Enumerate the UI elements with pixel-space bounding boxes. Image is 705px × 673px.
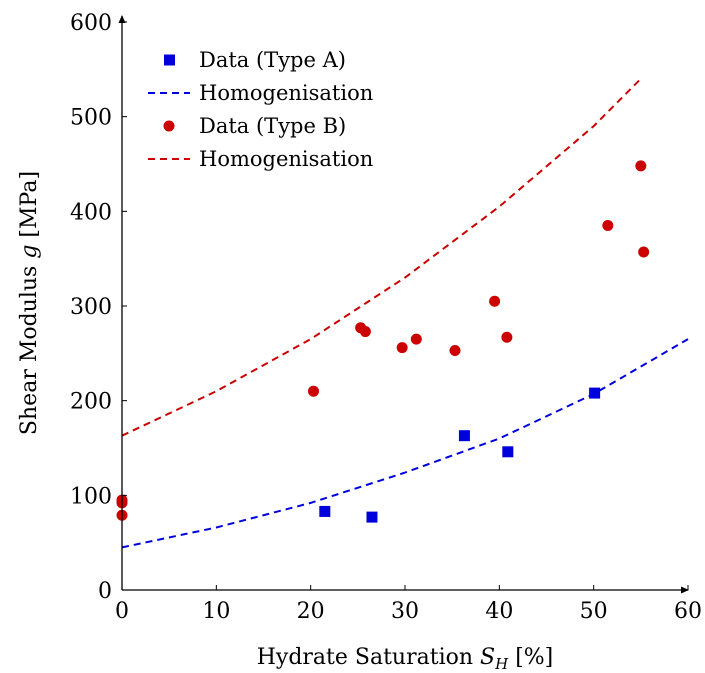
y-tick-label: 400 — [70, 200, 112, 225]
plot-area — [116, 78, 689, 549]
data-point-circle — [396, 342, 408, 354]
data-point-circle — [501, 331, 513, 343]
data-point-square — [458, 430, 470, 442]
x-tick-label: 30 — [391, 599, 419, 624]
y-tick-label: 100 — [70, 484, 112, 509]
x-tick-label: 10 — [202, 599, 230, 624]
y-axis-title: Shear Modulus g [MPa] — [17, 171, 42, 435]
x-tick-label: 40 — [485, 599, 513, 624]
legend: Data (Type A) Homogenisation Data (Type B)… — [148, 48, 373, 171]
y-tick-label: 500 — [70, 106, 112, 131]
data-point-circle — [602, 220, 614, 232]
legend-label-0: Data (Type A) — [199, 48, 346, 72]
x-axis-arrow — [681, 586, 689, 594]
data-point-circle — [410, 333, 422, 345]
y-tick-label: 0 — [98, 579, 112, 604]
series-line-3 — [121, 78, 642, 437]
x-tick-label: 0 — [115, 599, 129, 624]
y-tick-label: 600 — [70, 11, 112, 36]
data-point-circle — [638, 246, 650, 258]
x-axis-title: Hydrate Saturation SH [%] — [257, 645, 554, 673]
y-axis-arrow — [118, 15, 126, 23]
x-tick-label: 60 — [674, 599, 702, 624]
data-point-circle — [449, 344, 461, 356]
data-point-circle — [489, 295, 501, 307]
legend-square-marker — [164, 54, 175, 66]
data-point-square — [319, 505, 331, 517]
y-tick-label: 300 — [70, 295, 112, 320]
data-point-square — [502, 446, 514, 458]
x-tick-label: 20 — [297, 599, 325, 624]
legend-label-3: Homogenisation — [199, 147, 373, 171]
legend-label-2: Data (Type B) — [199, 114, 346, 138]
data-point-circle — [359, 326, 371, 338]
data-point-circle — [307, 385, 319, 397]
y-tick-label: 200 — [70, 390, 112, 415]
data-point-circle — [635, 160, 647, 172]
series-line-1 — [121, 338, 689, 549]
legend-circle-marker — [163, 120, 175, 132]
legend-label-1: Homogenisation — [199, 81, 373, 105]
data-point-square — [366, 511, 378, 523]
x-tick-label: 50 — [580, 599, 608, 624]
